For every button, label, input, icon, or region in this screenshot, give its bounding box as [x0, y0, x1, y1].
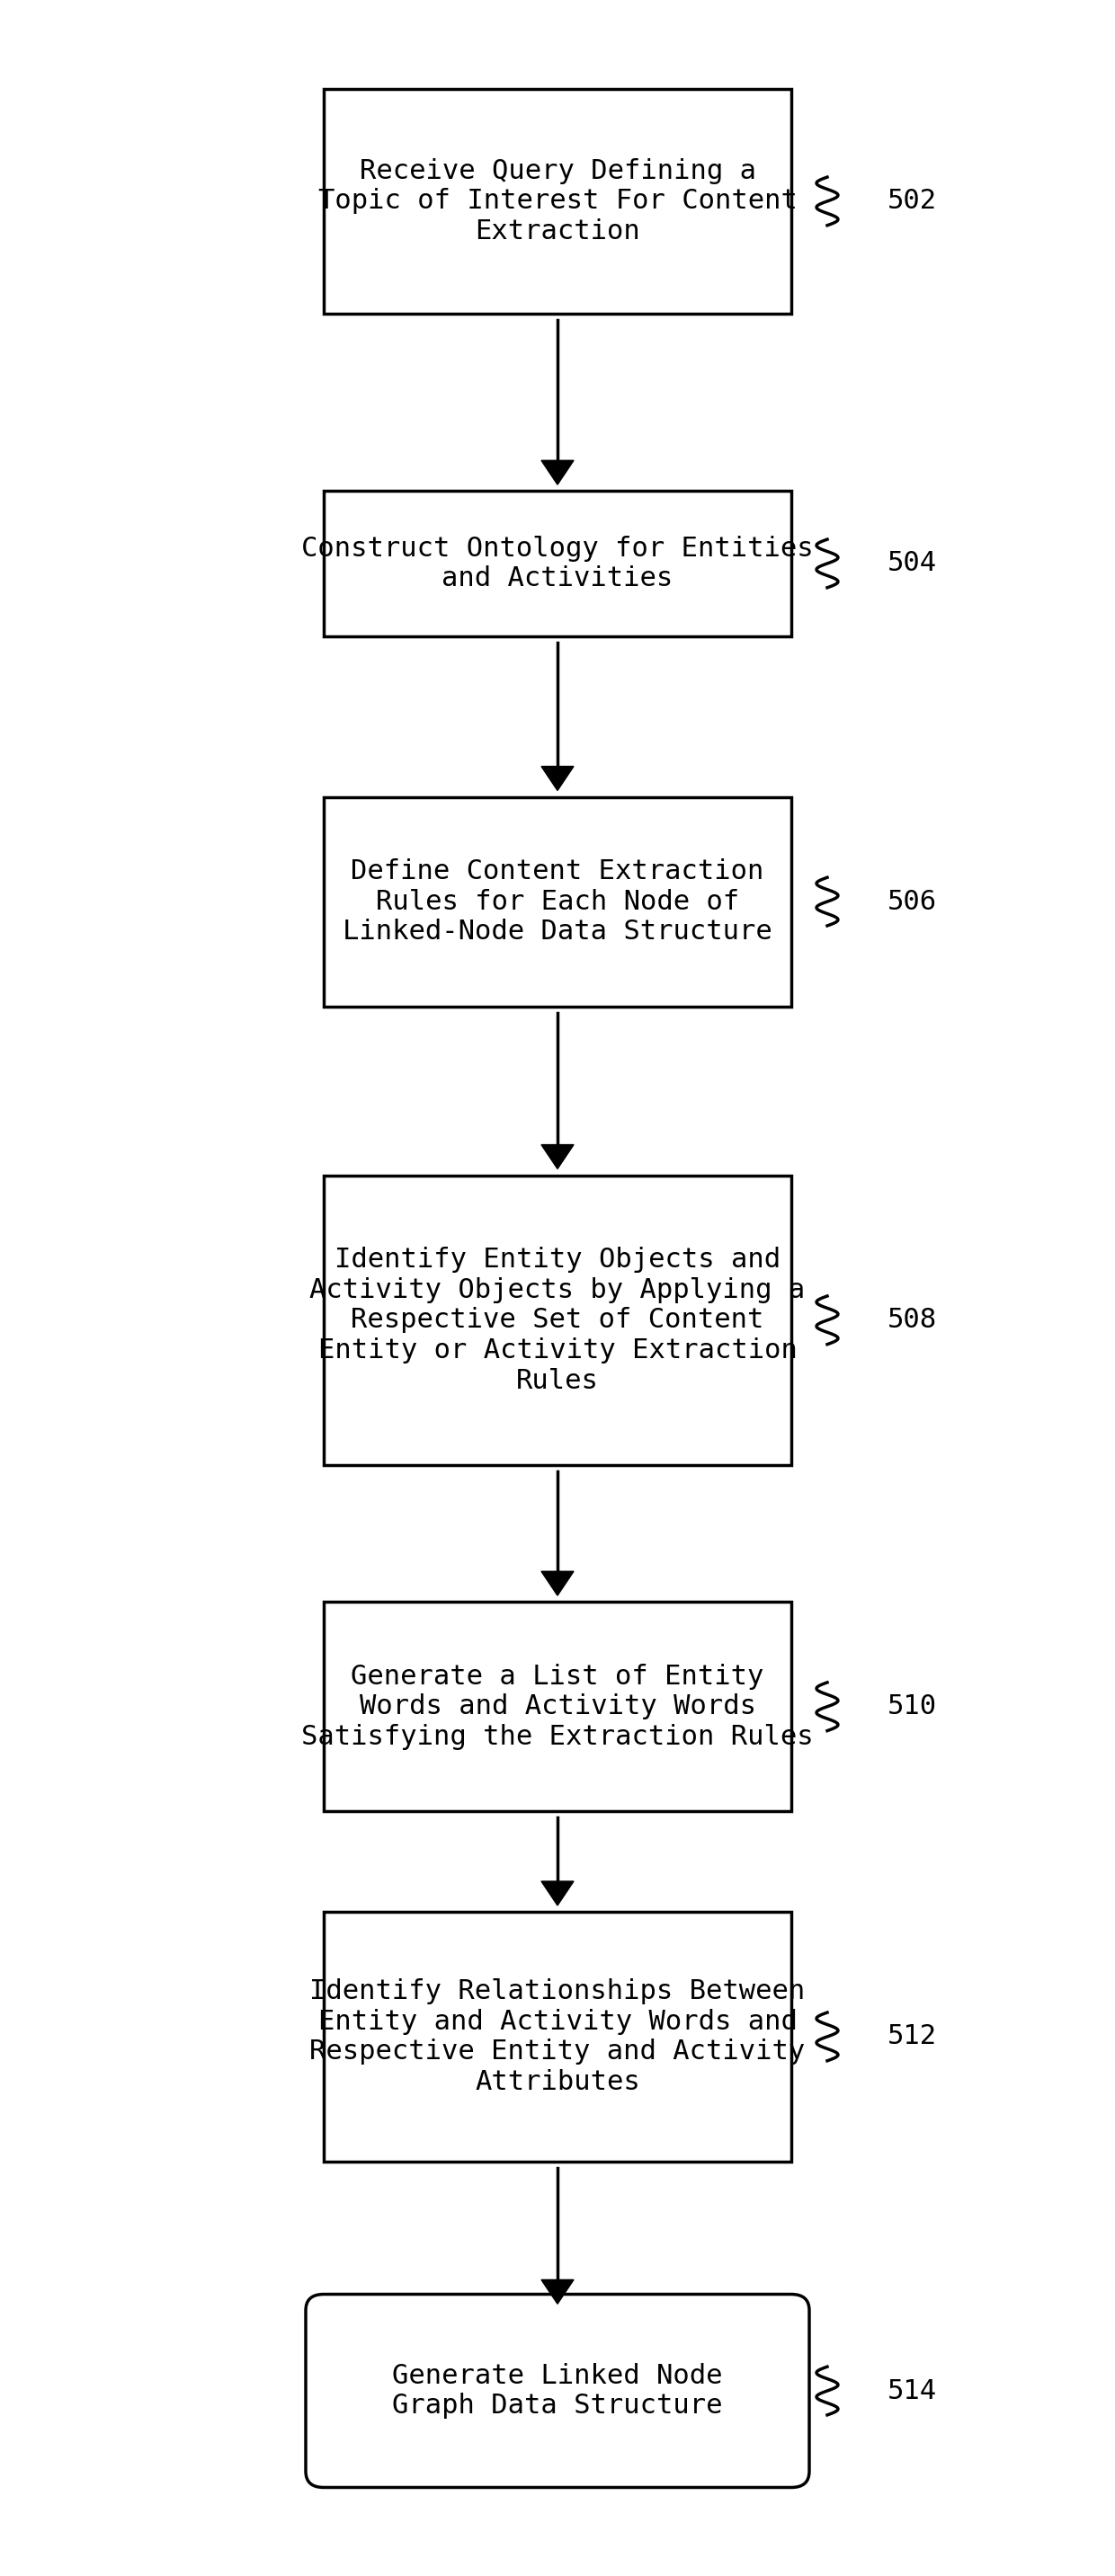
FancyBboxPatch shape: [306, 2295, 809, 2488]
Text: Construct Ontology for Entities
and Activities: Construct Ontology for Entities and Acti…: [301, 536, 814, 592]
Polygon shape: [541, 461, 574, 484]
Text: Identify Relationships Between
Entity and Activity Words and
Respective Entity a: Identify Relationships Between Entity an…: [310, 1978, 805, 2094]
Text: Generate Linked Node
Graph Data Structure: Generate Linked Node Graph Data Structur…: [392, 2362, 723, 2419]
Polygon shape: [541, 2280, 574, 2303]
Text: 506: 506: [888, 889, 937, 914]
Polygon shape: [541, 1571, 574, 1595]
Text: 512: 512: [888, 2025, 937, 2050]
Text: 514: 514: [888, 2378, 937, 2403]
Bar: [323, 1175, 792, 1466]
Bar: [323, 1911, 792, 2161]
Bar: [323, 1602, 792, 1811]
Text: Identify Entity Objects and
Activity Objects by Applying a
Respective Set of Con: Identify Entity Objects and Activity Obj…: [310, 1247, 805, 1394]
Bar: [323, 796, 792, 1007]
Text: Receive Query Defining a
Topic of Interest For Content
Extraction: Receive Query Defining a Topic of Intere…: [318, 157, 797, 245]
Bar: [323, 492, 792, 636]
Text: 504: 504: [888, 551, 937, 577]
Text: 508: 508: [888, 1306, 937, 1334]
Polygon shape: [541, 768, 574, 791]
Text: Generate a List of Entity
Words and Activity Words
Satisfying the Extraction Rul: Generate a List of Entity Words and Acti…: [301, 1664, 814, 1749]
Text: 510: 510: [888, 1692, 937, 1721]
Polygon shape: [541, 1880, 574, 1906]
Text: 502: 502: [888, 188, 937, 214]
Bar: [323, 88, 792, 314]
Text: Define Content Extraction
Rules for Each Node of
Linked-Node Data Structure: Define Content Extraction Rules for Each…: [342, 858, 773, 945]
Polygon shape: [541, 1144, 574, 1170]
